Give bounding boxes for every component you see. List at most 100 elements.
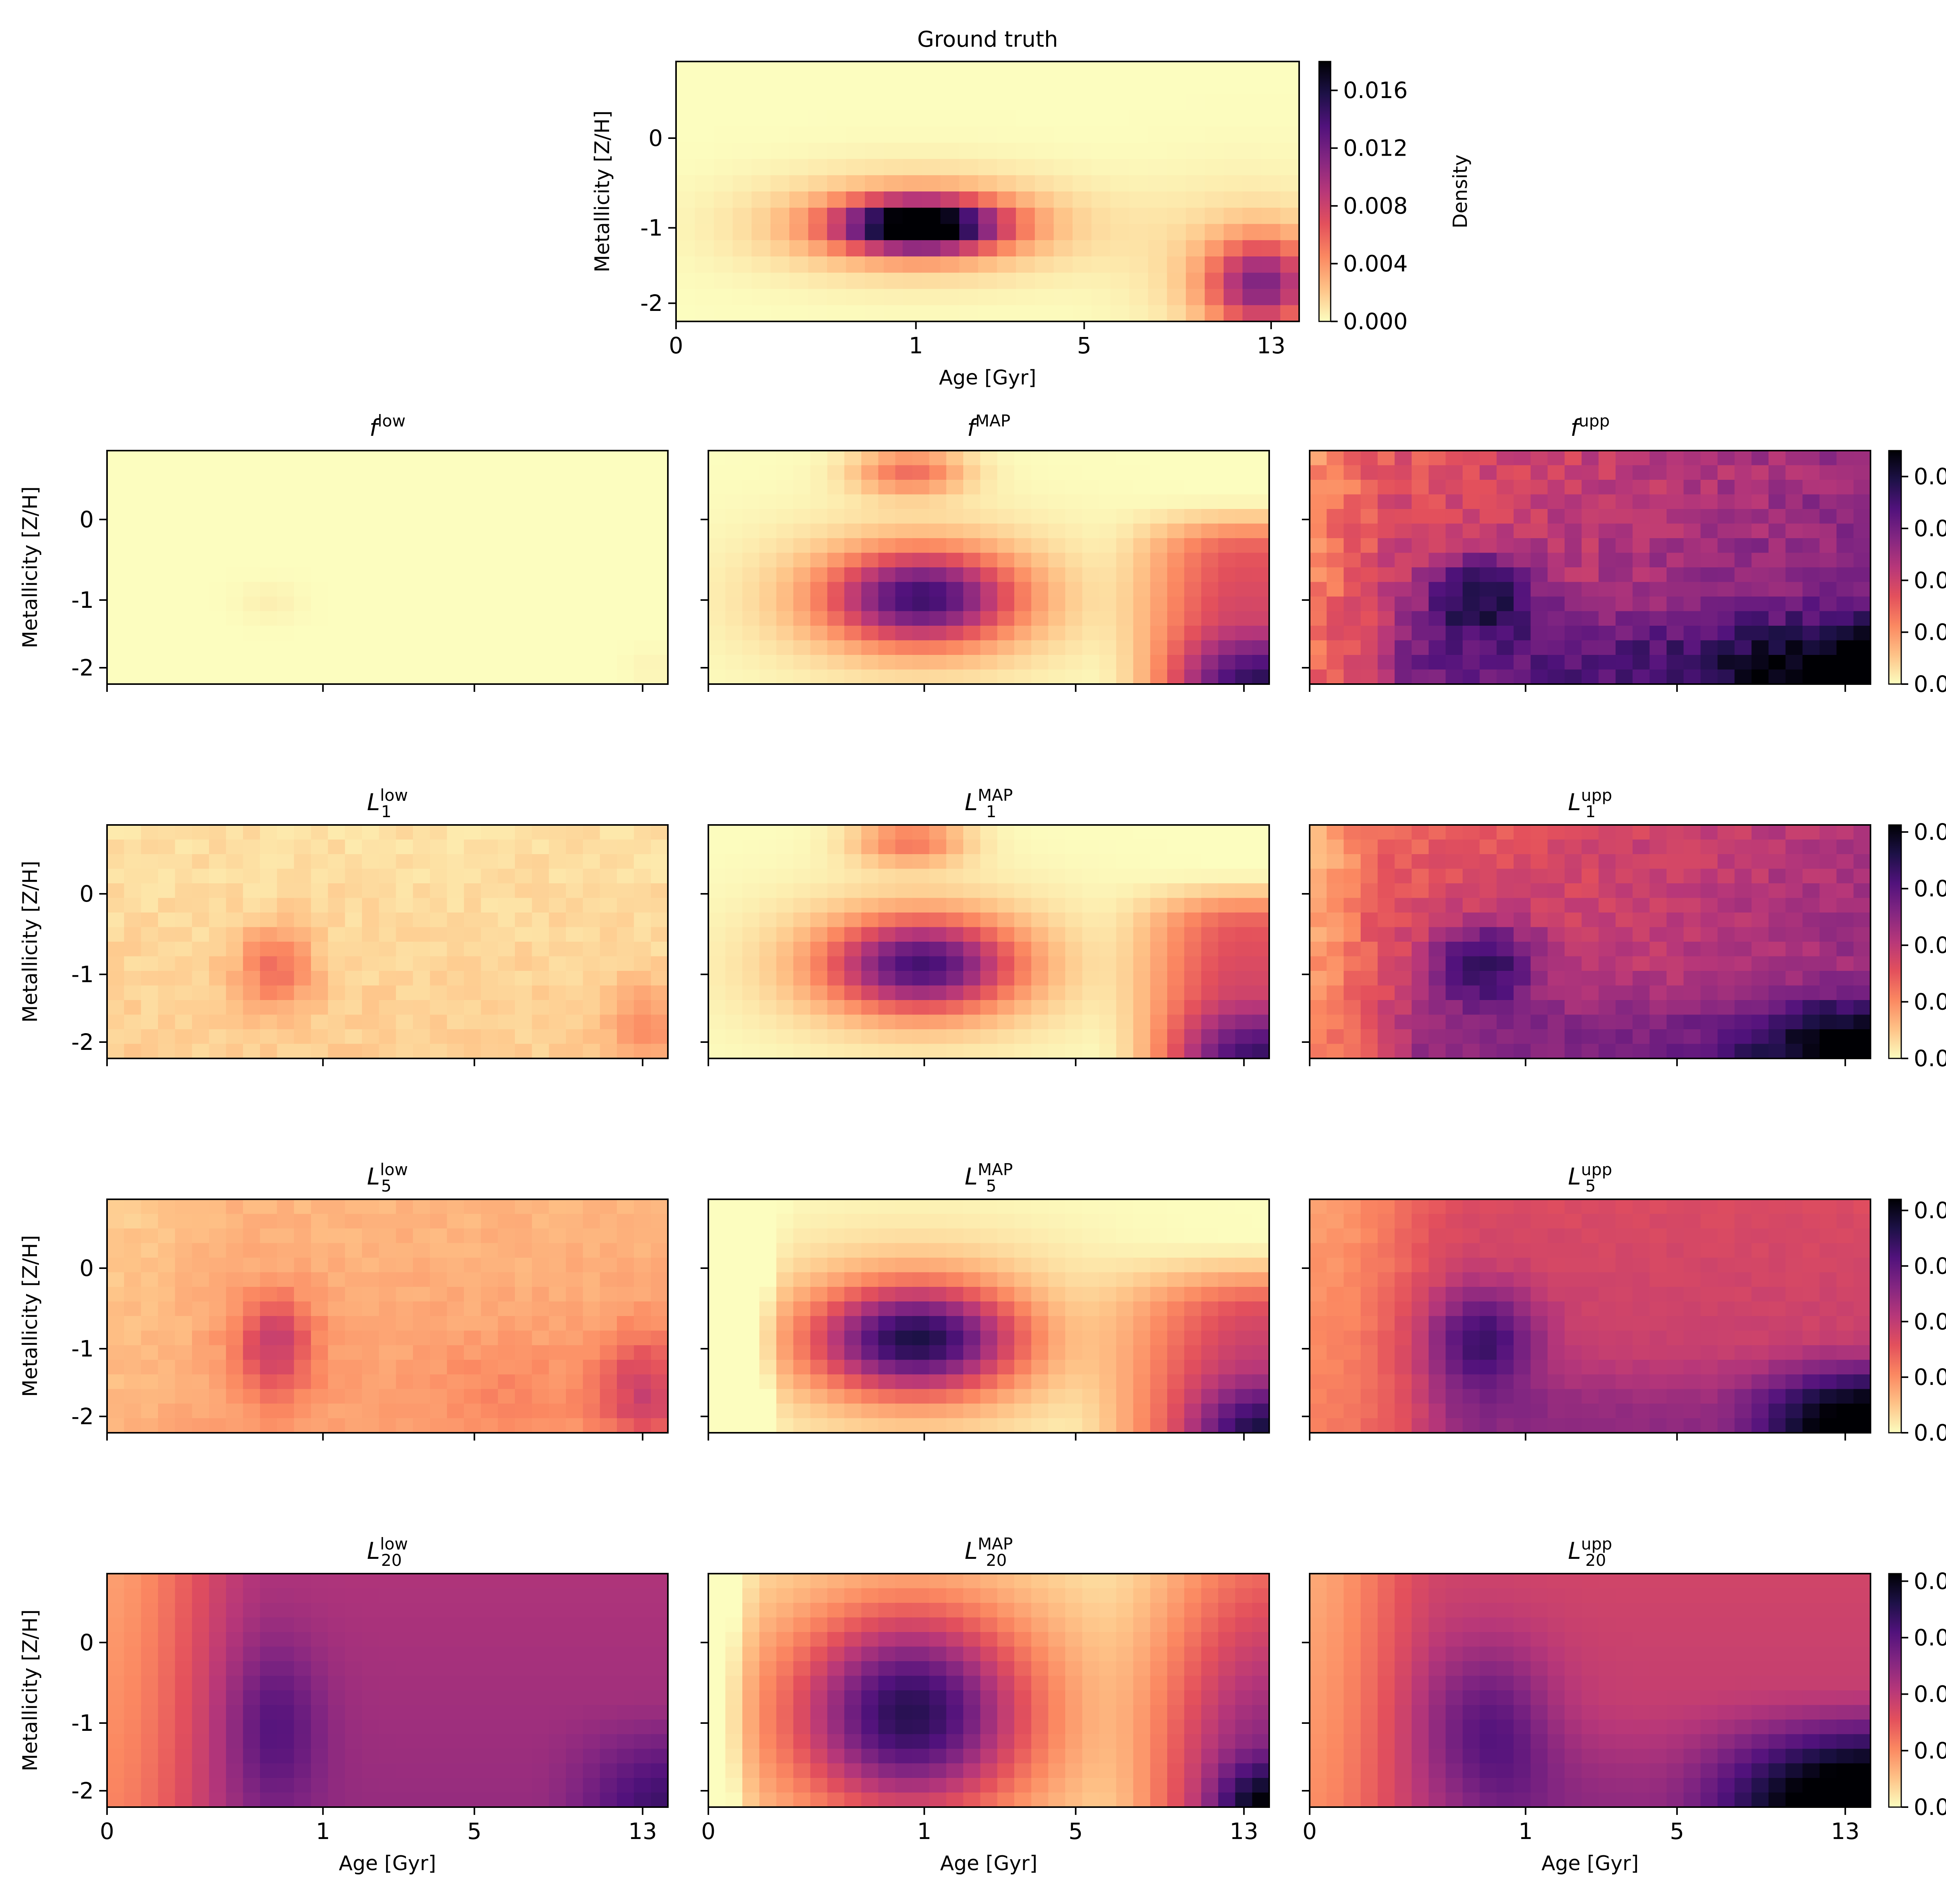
heatmap-cell (617, 1199, 634, 1214)
heatmap-cell (878, 1228, 896, 1244)
heatmap-cell (1099, 1272, 1117, 1287)
heatmap-cell (498, 640, 515, 655)
heatmap-cell (158, 1014, 176, 1030)
heatmap-cell (1054, 94, 1073, 111)
heatmap-cell (651, 1228, 668, 1244)
heatmap-cell (1133, 971, 1151, 986)
heatmap-cell (1683, 611, 1701, 626)
heatmap-cell (583, 985, 601, 1000)
heatmap-cell (1802, 538, 1820, 553)
heatmap-cell (1479, 883, 1497, 898)
heatmap-cell (1252, 1000, 1270, 1015)
heatmap-cell (515, 1272, 532, 1287)
heatmap-cell (277, 1360, 295, 1375)
heatmap-cell (277, 523, 295, 539)
heatmap-cell (1048, 1243, 1066, 1258)
heatmap-cell (617, 1418, 634, 1433)
axes-frame (708, 1199, 1270, 1434)
heatmap-cell (1428, 465, 1446, 480)
heatmap-cell (708, 538, 726, 553)
heatmap-cell (583, 1228, 601, 1244)
heatmap-cell (895, 1418, 913, 1433)
heatmap-cell (583, 898, 601, 913)
heatmap-cell (328, 1214, 346, 1229)
heatmap-cell (651, 898, 668, 913)
heatmap-cell (1496, 523, 1514, 539)
heatmap-cell (1014, 1243, 1032, 1258)
heatmap-cell (532, 538, 550, 553)
heatmap-cell (759, 1345, 777, 1360)
heatmap-cell (1184, 1014, 1202, 1030)
heatmap-cell (808, 126, 827, 143)
heatmap-cell (1150, 942, 1168, 957)
heatmap-cell (566, 1199, 583, 1214)
heatmap-cell (1048, 451, 1066, 466)
heatmap-cell (1034, 61, 1054, 78)
heatmap-cell (549, 494, 566, 509)
heatmap-cell (345, 1014, 362, 1030)
heatmap-cell (294, 640, 311, 655)
heatmap-cell (1110, 142, 1130, 160)
heatmap-cell (963, 971, 981, 986)
heatmap-cell (1235, 538, 1253, 553)
heatmap-cell (1167, 191, 1186, 208)
heatmap-cell (430, 523, 448, 539)
heatmap-cell (912, 1014, 930, 1030)
heatmap-cell (243, 883, 260, 898)
heatmap-cell (1167, 465, 1185, 480)
heatmap-cell (752, 305, 771, 322)
heatmap-cell (1395, 1243, 1412, 1258)
heatmap-cell (396, 538, 413, 553)
heatmap-cell (651, 1330, 668, 1346)
heatmap-cell (725, 582, 743, 597)
heatmap-cell (1734, 1000, 1752, 1015)
heatmap-cell (1082, 451, 1100, 466)
heatmap-cell (676, 61, 696, 78)
heatmap-cell (498, 956, 515, 971)
heatmap-cell (708, 1330, 726, 1346)
heatmap-cell (1496, 582, 1514, 597)
heatmap-cell (243, 611, 260, 626)
heatmap-cell (1201, 1374, 1219, 1390)
heatmap-cell (1734, 898, 1752, 913)
heatmap-cell (1167, 523, 1185, 539)
heatmap-cell (430, 1287, 448, 1302)
heatmap-cell (793, 1330, 811, 1346)
heatmap-cell (294, 669, 311, 684)
heatmap-cell (1201, 640, 1219, 655)
heatmap-cell (1280, 126, 1300, 143)
heatmap-cell (481, 1418, 499, 1433)
heatmap-cell (1242, 61, 1262, 78)
heatmap-cell (277, 538, 295, 553)
heatmap-cell (963, 669, 981, 684)
heatmap-cell (209, 854, 227, 869)
heatmap-cell (865, 77, 884, 95)
heatmap-cell (1344, 640, 1361, 655)
heatmap-cell (1099, 1044, 1117, 1059)
heatmap-cell (1167, 159, 1186, 176)
heatmap-cell (929, 1214, 947, 1229)
heatmap-cell (566, 1243, 583, 1258)
heatmap-cell (846, 289, 865, 306)
heatmap-cell (1547, 1228, 1565, 1244)
heatmap-cell (1184, 523, 1202, 539)
heatmap-cell (1802, 523, 1820, 539)
heatmap-cell (846, 175, 865, 192)
heatmap-cell (515, 869, 532, 884)
heatmap-cell (226, 640, 244, 655)
heatmap-cell (1445, 1000, 1463, 1015)
heatmap-cell (600, 883, 617, 898)
heatmap-cell (107, 927, 125, 942)
heatmap-cell (277, 985, 295, 1000)
heatmap-cell (929, 553, 947, 568)
heatmap-cell (498, 1258, 515, 1273)
heatmap-cell (827, 509, 845, 524)
heatmap-cell (549, 1404, 566, 1419)
heatmap-cell (1565, 1014, 1582, 1030)
heatmap-cell (226, 1228, 244, 1244)
heatmap-cell (498, 825, 515, 840)
heatmap-cell (1065, 1301, 1083, 1316)
heatmap-cell (1065, 1389, 1083, 1404)
heatmap-cell (759, 1199, 777, 1214)
heatmap-cell (1218, 971, 1236, 986)
